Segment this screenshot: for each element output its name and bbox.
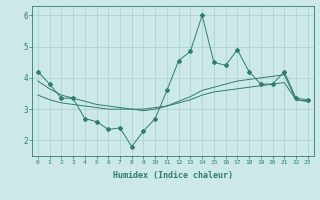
- X-axis label: Humidex (Indice chaleur): Humidex (Indice chaleur): [113, 171, 233, 180]
